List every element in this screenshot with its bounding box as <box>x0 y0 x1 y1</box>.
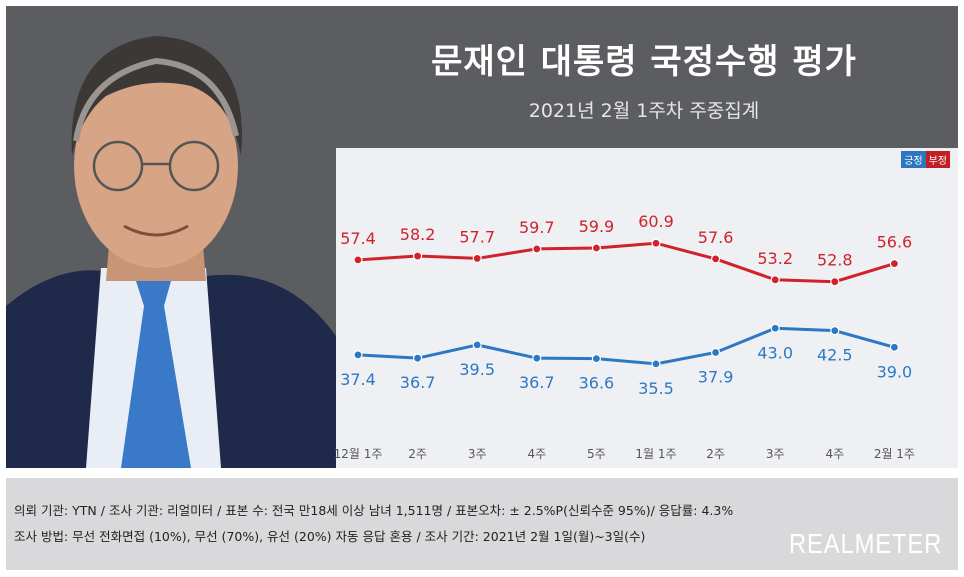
data-label: 39.0 <box>877 362 913 381</box>
x-tick-label: 3주 <box>766 447 785 461</box>
data-point <box>889 259 900 269</box>
data-point <box>651 359 661 369</box>
data-point <box>830 326 840 336</box>
legend-negative: 부정 <box>925 151 950 168</box>
x-tick-label: 4주 <box>527 447 546 461</box>
x-tick-label: 2주 <box>706 447 725 461</box>
survey-footer: 의뢰 기관: YTN / 조사 기관: 리얼미터 / 표본 수: 전국 만18세… <box>6 478 958 570</box>
data-point <box>710 254 721 264</box>
president-portrait <box>6 6 336 468</box>
data-label: 43.0 <box>757 343 793 362</box>
data-point <box>889 342 900 352</box>
data-point <box>591 243 602 253</box>
data-point <box>413 251 423 261</box>
x-tick-label: 5주 <box>587 447 606 461</box>
data-label: 59.7 <box>519 218 555 237</box>
data-label: 57.4 <box>340 229 376 248</box>
data-point <box>472 253 482 264</box>
survey-info-line-2: 조사 방법: 무선 전화면접 (10%), 무선 (70%), 유선 (20%)… <box>14 529 646 544</box>
data-point <box>770 323 780 333</box>
data-label: 36.6 <box>579 374 615 393</box>
data-label: 52.8 <box>817 251 853 270</box>
survey-info-line-1: 의뢰 기관: YTN / 조사 기관: 리얼미터 / 표본 수: 전국 만18세… <box>14 503 734 518</box>
data-point <box>830 277 840 287</box>
data-label: 60.9 <box>638 212 674 231</box>
series-line-negative <box>357 241 895 284</box>
data-label: 39.5 <box>459 360 495 379</box>
data-label: 56.6 <box>877 233 913 252</box>
data-label: 53.2 <box>757 249 793 268</box>
series-line-positive <box>357 326 895 366</box>
data-point <box>413 353 423 363</box>
chart-legend: 긍정 부정 <box>901 151 950 168</box>
x-tick-label: 4주 <box>825 447 844 461</box>
data-point <box>532 353 542 363</box>
data-point <box>770 275 780 285</box>
data-label: 58.2 <box>400 225 436 244</box>
page-title: 문재인 대통령 국정수행 평가 <box>431 42 857 82</box>
data-point <box>591 354 602 364</box>
data-point <box>472 340 482 350</box>
x-tick-label: 2월 1주 <box>874 447 915 461</box>
data-label: 37.9 <box>698 367 734 386</box>
x-tick-label: 12월 1주 <box>334 447 383 461</box>
x-tick-label: 3주 <box>468 447 487 461</box>
data-label: 36.7 <box>400 373 436 392</box>
data-point <box>651 238 661 248</box>
x-tick-label: 1월 1주 <box>635 447 676 461</box>
legend-positive: 긍정 <box>901 151 926 168</box>
data-label: 57.6 <box>698 228 734 247</box>
data-label: 36.7 <box>519 373 555 392</box>
data-point <box>353 350 363 360</box>
data-point <box>710 347 721 358</box>
data-label: 57.7 <box>459 227 495 246</box>
page-subtitle: 2021년 2월 1주차 주중집계 <box>528 100 760 122</box>
data-label: 42.5 <box>817 346 853 365</box>
data-point <box>353 255 363 265</box>
data-label: 35.5 <box>638 379 674 398</box>
brand-logo: REALMETER <box>788 528 942 559</box>
data-label: 37.4 <box>340 370 376 389</box>
x-tick-label: 2주 <box>408 447 427 461</box>
data-point <box>532 244 542 254</box>
data-label: 59.9 <box>579 217 615 236</box>
